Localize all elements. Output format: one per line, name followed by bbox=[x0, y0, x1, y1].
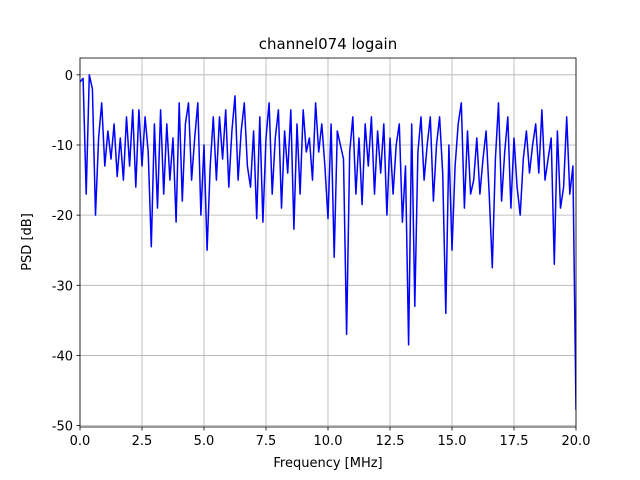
y-tick-label: -50 bbox=[52, 420, 73, 435]
x-tick-label: 12.5 bbox=[376, 434, 405, 449]
x-tick-label: 17.5 bbox=[500, 434, 529, 449]
plot-frame bbox=[79, 57, 577, 428]
x-axis-label: Frequency [MHz] bbox=[273, 456, 382, 471]
y-tick-label: -10 bbox=[52, 139, 73, 154]
y-tick-label: -40 bbox=[52, 349, 73, 364]
y-tick-label: -20 bbox=[52, 209, 73, 224]
x-tick-label: 20.0 bbox=[562, 434, 591, 449]
x-tick-label: 7.5 bbox=[256, 434, 277, 449]
chart-title: channel074 logain bbox=[259, 35, 398, 53]
y-axis-label: PSD [dB] bbox=[20, 213, 35, 271]
x-tick-label: 2.5 bbox=[132, 434, 153, 449]
x-tick-label: 5.0 bbox=[194, 434, 215, 449]
y-tick-label: -30 bbox=[52, 279, 73, 294]
data-line bbox=[80, 74, 576, 411]
x-tick-label: 0.0 bbox=[70, 434, 91, 449]
x-tick-label: 15.0 bbox=[438, 434, 467, 449]
x-tick-label: 10.0 bbox=[314, 434, 343, 449]
y-tick-label: 0 bbox=[65, 69, 73, 84]
